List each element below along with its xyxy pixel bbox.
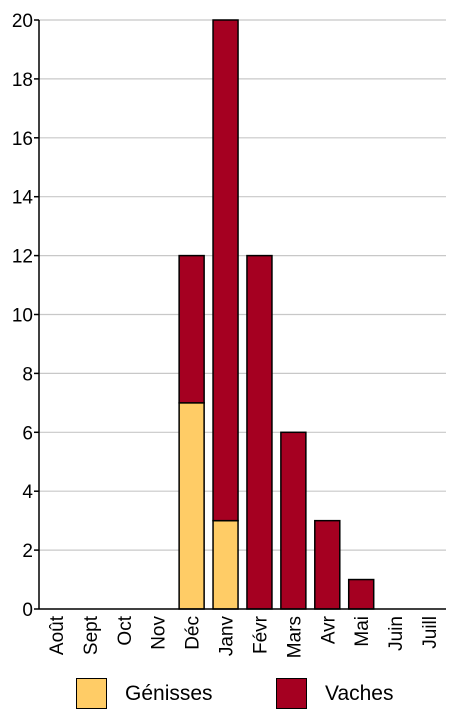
x-tick-labels: Août Sept Oct Nov Déc Janv Févr Mars Avr Mai Juin J… <box>47 615 441 658</box>
bar-vaches <box>178 254 205 404</box>
x-tick-label: Juin <box>386 616 407 651</box>
legend-item-vaches: Vaches <box>276 676 394 711</box>
bar-genisses <box>212 519 239 610</box>
legend-label-vaches: Vaches <box>325 681 394 705</box>
x-tick-label: Oct <box>115 615 136 645</box>
y-tick-label: 18 <box>12 70 33 91</box>
x-tick-label: Sept <box>81 615 102 655</box>
bar-vaches <box>314 519 341 610</box>
y-tick-label: 4 <box>22 482 33 503</box>
x-tick-label: Août <box>47 615 68 655</box>
legend: Génisses Vaches <box>0 676 450 711</box>
y-tick-label: 12 <box>12 247 33 268</box>
x-tick-label: Juill <box>420 616 441 649</box>
y-tick-label: 20 <box>12 11 33 32</box>
gridlines <box>34 19 446 610</box>
y-tick-label: 8 <box>22 364 33 385</box>
legend-label-genisses: Génisses <box>125 681 213 705</box>
x-tick-label: Févr <box>250 615 271 654</box>
x-tick-label: Janv <box>217 616 238 657</box>
bar-genisses <box>178 402 205 610</box>
x-tick-label: Mai <box>352 616 373 647</box>
x-tick-label: Déc <box>183 616 204 650</box>
y-tick-label: 0 <box>22 600 33 621</box>
stacked-bar-chart: 0 2 4 6 8 10 12 14 16 18 20 Août Sept Oct Nov Déc Janv F… <box>12 11 446 658</box>
legend-swatch-vaches <box>276 678 307 709</box>
y-tick-labels: 0 2 4 6 8 10 12 14 16 18 20 <box>12 11 34 621</box>
legend-swatch-genisses <box>76 678 107 709</box>
y-tick-label: 6 <box>22 423 33 444</box>
x-tick-label: Nov <box>149 616 170 650</box>
y-tick-label: 14 <box>12 188 34 209</box>
bar-vaches <box>246 254 273 610</box>
bar-vaches <box>280 431 307 610</box>
y-tick-label: 10 <box>12 306 33 327</box>
bar-vaches <box>347 578 375 610</box>
bars <box>178 19 375 610</box>
x-tick-label: Mars <box>284 616 305 658</box>
y-tick-label: 16 <box>12 129 33 150</box>
axes <box>38 20 446 610</box>
y-tick-label: 2 <box>22 541 33 562</box>
x-tick-label: Avr <box>318 615 339 644</box>
legend-item-genisses: Génisses <box>76 676 213 711</box>
bar-vaches <box>212 19 239 522</box>
